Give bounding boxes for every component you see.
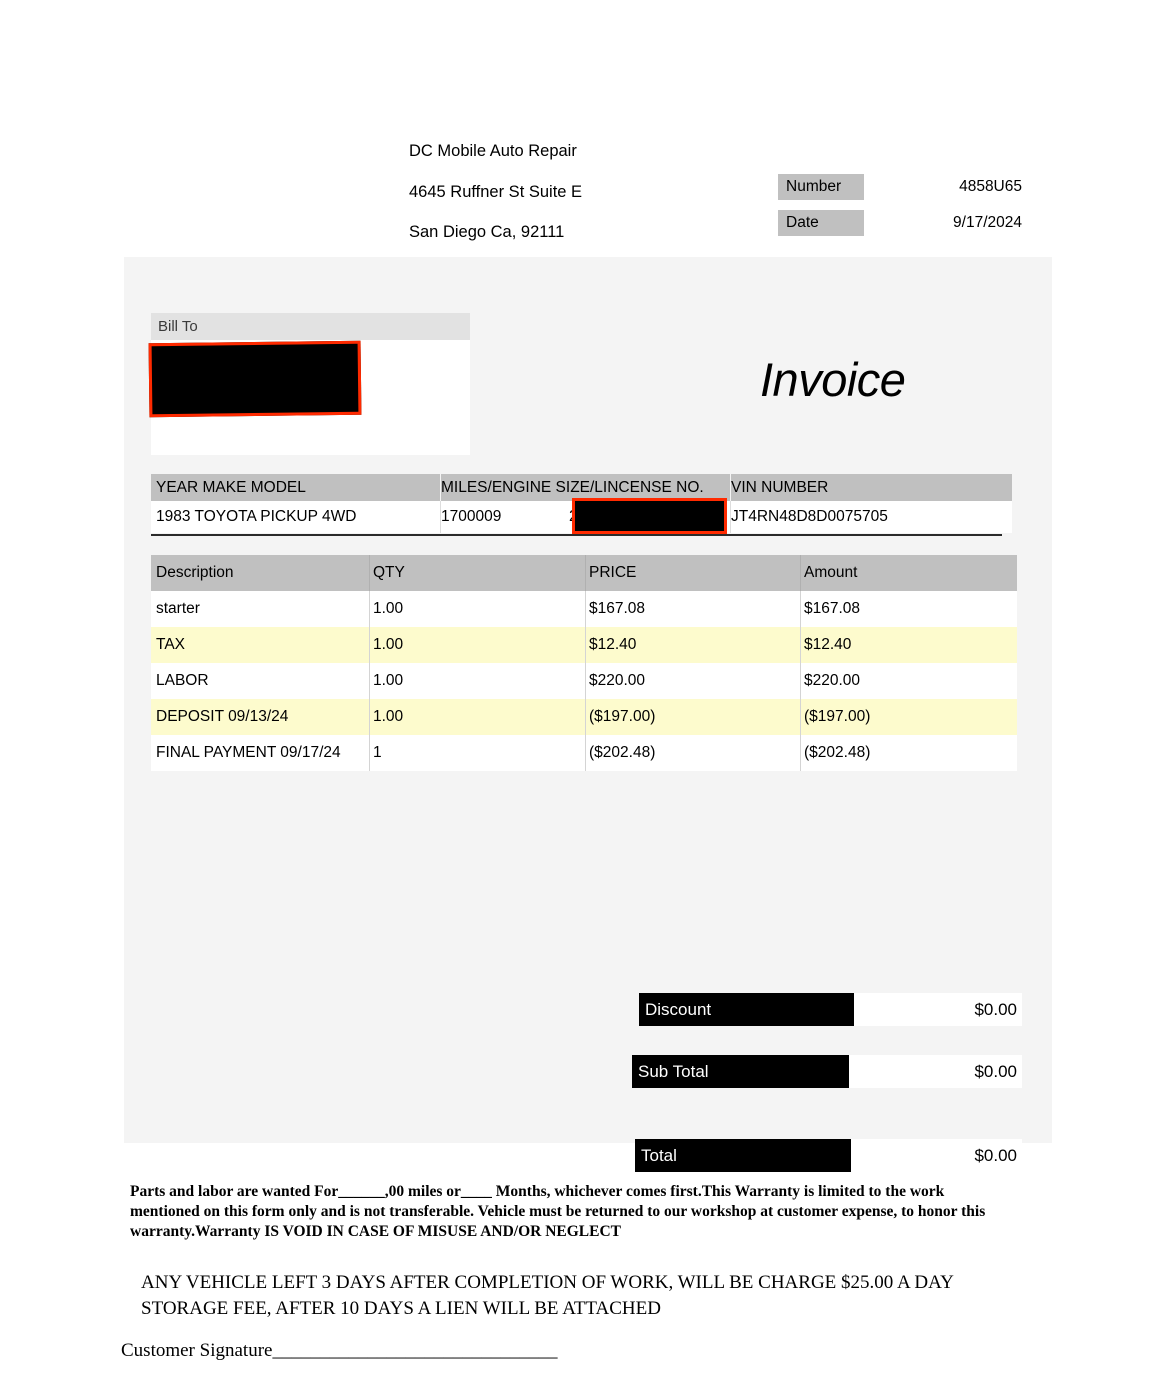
item-amount: $12.40 xyxy=(804,636,852,653)
invoice-date-label: Date xyxy=(778,210,864,236)
discount-label: Discount xyxy=(639,993,854,1026)
item-description: TAX xyxy=(156,636,185,653)
column-header-qty: QTY xyxy=(373,564,405,581)
vehicle-header-vin: VIN NUMBER xyxy=(731,479,829,496)
invoice-number-label: Number xyxy=(778,174,864,200)
subtotal-value: $0.00 xyxy=(849,1055,1022,1088)
storage-fee-notice: ANY VEHICLE LEFT 3 DAYS AFTER COMPLETION… xyxy=(141,1272,954,1319)
item-qty: 1.00 xyxy=(373,708,404,725)
table-row: FINAL PAYMENT 09/17/24 1 ($202.48) ($202… xyxy=(151,735,1017,771)
item-description: FINAL PAYMENT 09/17/24 xyxy=(156,744,341,761)
line-items-table: Description QTY PRICE Amount starter 1.0… xyxy=(151,555,1017,771)
item-price: $12.40 xyxy=(589,636,637,653)
vehicle-table-header: YEAR MAKE MODEL MILES/ENGINE SIZE/LINCEN… xyxy=(151,474,1012,501)
company-address-line2: San Diego Ca, 92111 xyxy=(409,223,565,242)
table-row: starter 1.00 $167.08 $167.08 xyxy=(151,591,1017,627)
vehicle-header-year-make-model: YEAR MAKE MODEL xyxy=(156,479,306,496)
bill-to-redaction-box xyxy=(148,340,362,418)
bill-to-header: Bill To xyxy=(151,313,470,340)
warranty-notice: Parts and labor are wanted For______,00 … xyxy=(130,1183,986,1240)
table-row: TAX 1.00 $12.40 $12.40 xyxy=(151,627,1017,663)
subtotal-label: Sub Total xyxy=(632,1055,849,1088)
table-row: LABOR 1.00 $220.00 $220.00 xyxy=(151,663,1017,699)
vehicle-header-miles-engine-license: MILES/ENGINE SIZE/LINCENSE NO. xyxy=(441,479,704,496)
invoice-date-value: 9/17/2024 xyxy=(953,214,1022,231)
item-price: $167.08 xyxy=(589,600,646,617)
item-qty: 1.00 xyxy=(373,636,404,653)
discount-value: $0.00 xyxy=(854,993,1022,1026)
item-qty: 1.00 xyxy=(373,600,404,617)
column-header-amount: Amount xyxy=(804,564,858,581)
item-description: DEPOSIT 09/13/24 xyxy=(156,708,289,725)
total-row: Total $0.00 xyxy=(635,1139,1022,1172)
total-value: $0.00 xyxy=(851,1139,1022,1172)
vehicle-vin: JT4RN48D8D0075705 xyxy=(731,508,888,525)
license-number-redaction-box xyxy=(572,498,727,534)
item-amount: $220.00 xyxy=(804,672,861,689)
company-name: DC Mobile Auto Repair xyxy=(409,142,577,161)
subtotal-row: Sub Total $0.00 xyxy=(632,1055,1022,1088)
item-amount: $167.08 xyxy=(804,600,861,617)
item-description: LABOR xyxy=(156,672,209,689)
company-address-line1: 4645 Ruffner St Suite E xyxy=(409,182,583,201)
item-qty: 1 xyxy=(373,744,382,761)
page-title: Invoice xyxy=(760,353,906,406)
column-header-price: PRICE xyxy=(589,564,637,581)
invoice-number-value: 4858U65 xyxy=(959,178,1022,195)
line-items-header-row: Description QTY PRICE Amount xyxy=(151,555,1017,591)
item-amount: ($197.00) xyxy=(804,708,871,725)
discount-row: Discount $0.00 xyxy=(639,993,1022,1026)
column-header-description: Description xyxy=(156,564,234,581)
item-price: ($197.00) xyxy=(589,708,656,725)
item-price: $220.00 xyxy=(589,672,646,689)
vehicle-miles: 1700009 xyxy=(441,508,502,525)
vehicle-year-make-model: 1983 TOYOTA PICKUP 4WD xyxy=(156,508,357,525)
item-amount: ($202.48) xyxy=(804,744,871,761)
item-price: ($202.48) xyxy=(589,744,656,761)
table-row: DEPOSIT 09/13/24 1.00 ($197.00) ($197.00… xyxy=(151,699,1017,735)
total-label: Total xyxy=(635,1139,851,1172)
customer-signature-line: Customer Signature______________________… xyxy=(121,1340,558,1361)
item-qty: 1.00 xyxy=(373,672,404,689)
item-description: starter xyxy=(156,600,200,617)
vehicle-section-divider xyxy=(151,534,1002,536)
